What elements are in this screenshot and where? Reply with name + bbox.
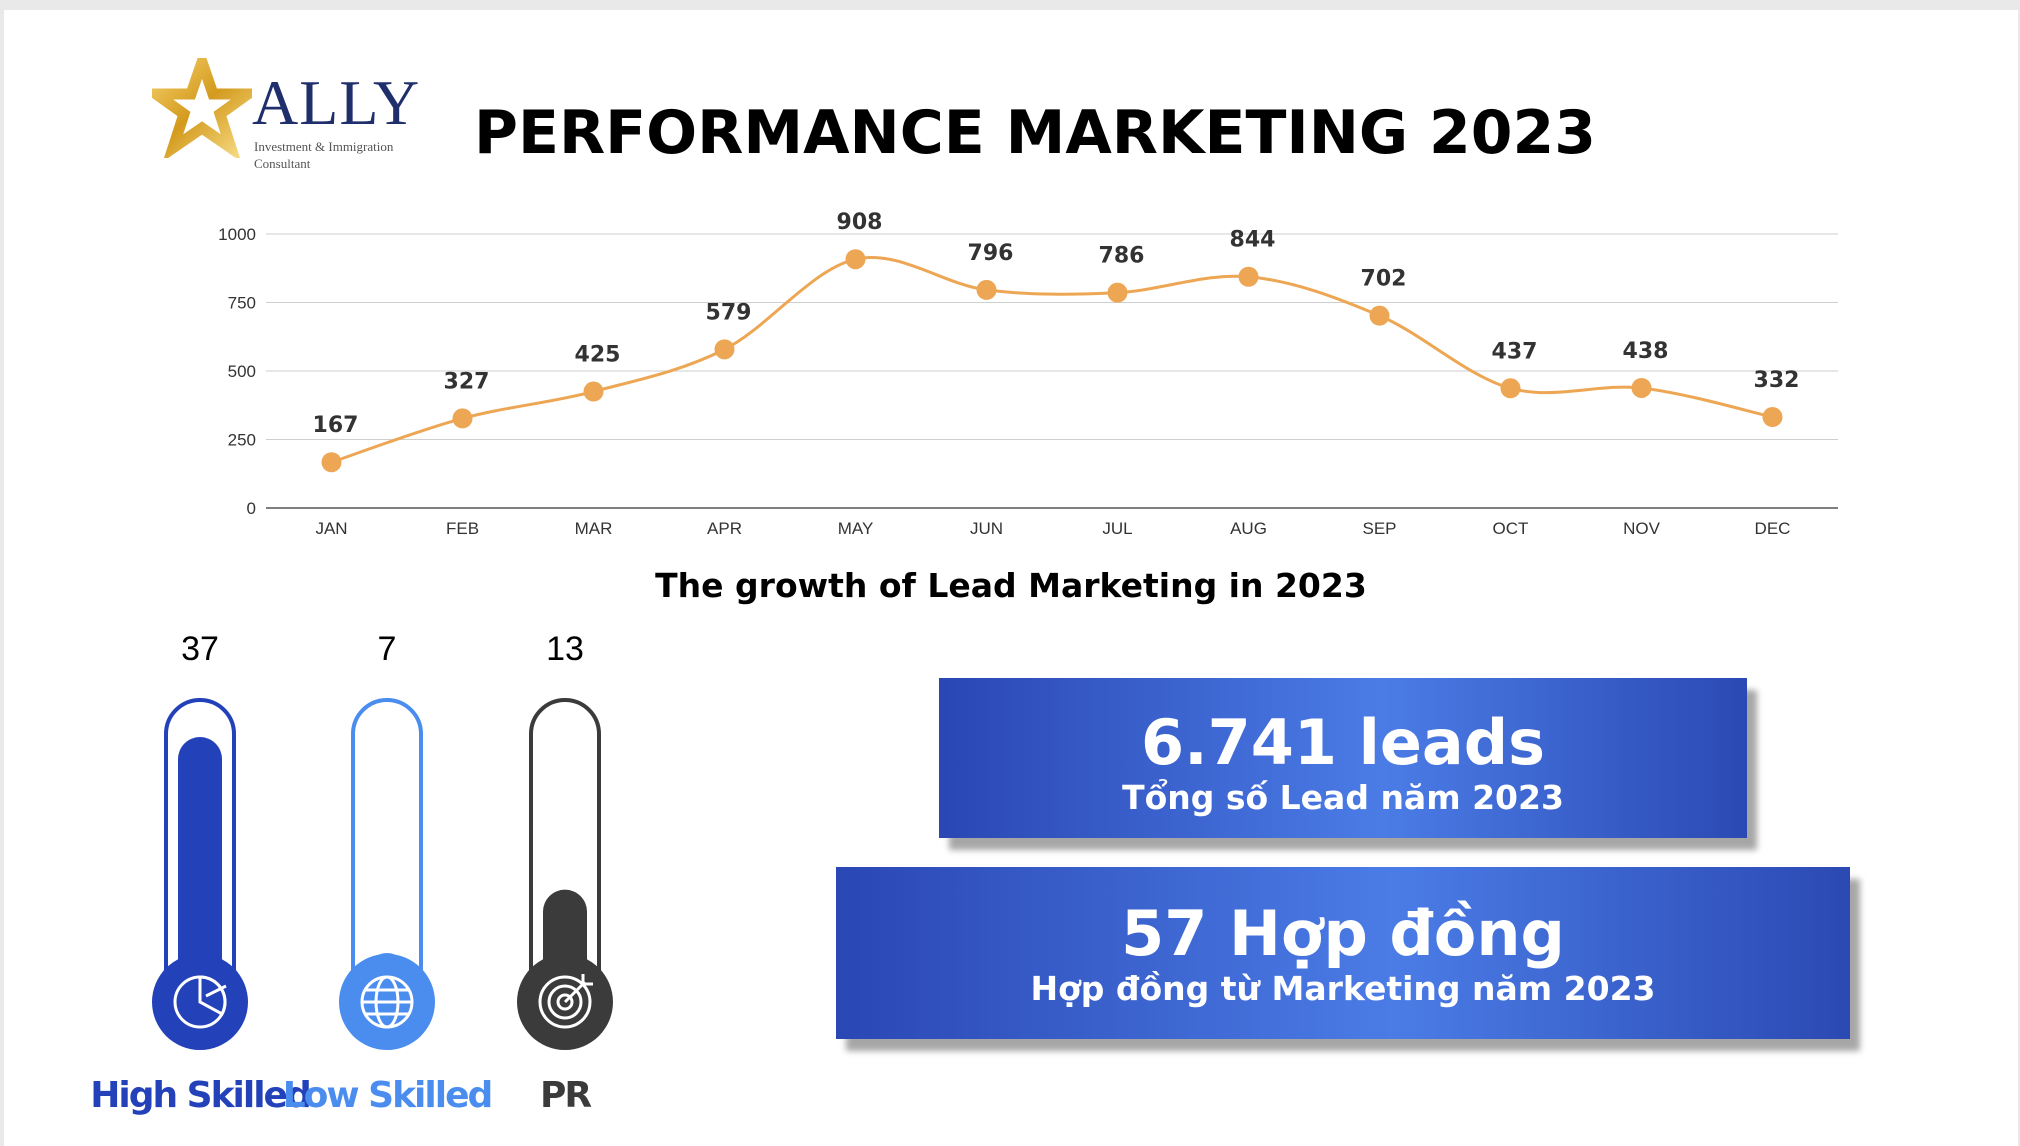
data-point xyxy=(452,408,473,429)
thermometer-graphic xyxy=(517,698,613,1050)
thermometer-label: Low Skilled xyxy=(282,1075,494,1116)
contracts-caption: Hợp đồng từ Marketing năm 2023 xyxy=(1030,969,1656,1008)
data-label: 167 xyxy=(313,413,359,438)
thermometer-high-skilled: 37 High Skilled xyxy=(90,630,311,1130)
leads-caption: Tổng số Lead năm 2023 xyxy=(1122,778,1564,817)
data-label: 332 xyxy=(1754,368,1800,393)
data-point xyxy=(1369,305,1390,326)
x-tick-label: SEP xyxy=(1362,519,1396,538)
x-tick-label: DEC xyxy=(1755,519,1791,538)
thermometer-graphic xyxy=(339,698,435,1050)
data-point xyxy=(583,381,604,402)
x-tick-label: MAR xyxy=(575,519,613,538)
data-label: 579 xyxy=(706,300,752,325)
x-tick-label: AUG xyxy=(1230,519,1267,538)
thermometer-value: 13 xyxy=(546,630,584,668)
data-point xyxy=(1762,407,1783,428)
logo-tagline: Investment & Immigration Consultant xyxy=(254,139,394,171)
target-icon xyxy=(538,974,593,1029)
data-label: 327 xyxy=(444,369,490,394)
chart-title: The growth of Lead Marketing in 2023 xyxy=(655,566,1367,605)
thermometer-graphic xyxy=(152,698,248,1050)
globe-icon xyxy=(360,975,414,1029)
data-point xyxy=(1631,377,1652,398)
thermometer-value: 37 xyxy=(181,630,219,668)
y-tick-label: 750 xyxy=(228,294,256,313)
series-line xyxy=(331,256,1773,464)
y-tick-label: 500 xyxy=(228,362,256,381)
ally-logo: ALLY Investment & Immigration Consultant xyxy=(138,45,419,178)
data-label: 844 xyxy=(1230,228,1276,253)
x-tick-label: NOV xyxy=(1623,519,1661,538)
star-logo-icon xyxy=(138,45,266,162)
thermometer-low-skilled: 7 Low Skilled xyxy=(283,630,494,1130)
data-point xyxy=(714,339,735,360)
data-label: 702 xyxy=(1361,267,1407,292)
logo-name: ALLY xyxy=(252,67,421,138)
data-point xyxy=(1107,282,1128,303)
data-label: 786 xyxy=(1099,244,1145,269)
x-tick-label: APR xyxy=(707,519,742,538)
data-point xyxy=(1238,266,1259,287)
y-tick-label: 250 xyxy=(228,431,256,450)
x-tick-label: OCT xyxy=(1493,519,1529,538)
page-title: PERFORMANCE MARKETING 2023 xyxy=(474,98,1597,168)
x-tick-label: JAN xyxy=(315,519,347,538)
data-point xyxy=(976,279,997,300)
thermometer-value: 7 xyxy=(377,630,397,668)
x-tick-label: JUN xyxy=(970,519,1003,538)
leads-banner: 6.741 leads Tổng số Lead năm 2023 xyxy=(939,678,1747,838)
data-label: 908 xyxy=(837,210,883,235)
slide: ALLY Investment & Immigration Consultant… xyxy=(4,10,2018,1146)
data-label: 425 xyxy=(575,343,621,368)
thermometer-label: High Skilled xyxy=(90,1075,311,1116)
x-tick-label: MAY xyxy=(838,519,874,538)
data-point xyxy=(321,452,342,473)
data-point xyxy=(845,249,866,270)
x-tick-label: FEB xyxy=(446,519,479,538)
contracts-banner: 57 Hợp đồng Hợp đồng từ Marketing năm 20… xyxy=(836,867,1850,1039)
pie-chart-icon xyxy=(173,975,227,1029)
data-label: 438 xyxy=(1623,339,1669,364)
x-tick-label: JUL xyxy=(1102,519,1132,538)
leads-total: 6.741 leads xyxy=(1140,706,1546,779)
y-tick-label: 1000 xyxy=(218,225,256,244)
thermometer-pr: 13 PR xyxy=(495,630,635,1130)
data-point xyxy=(1500,378,1521,399)
contracts-total: 57 Hợp đồng xyxy=(1121,897,1565,970)
data-label: 796 xyxy=(968,241,1014,266)
line-chart: 0 250 500 750 1000 167 JAN 327 FEB 425 MAR 579 APR 90… xyxy=(218,210,1838,538)
thermometer-label: PR xyxy=(539,1075,592,1116)
data-label: 437 xyxy=(1492,339,1538,364)
y-tick-label: 0 xyxy=(247,499,256,518)
